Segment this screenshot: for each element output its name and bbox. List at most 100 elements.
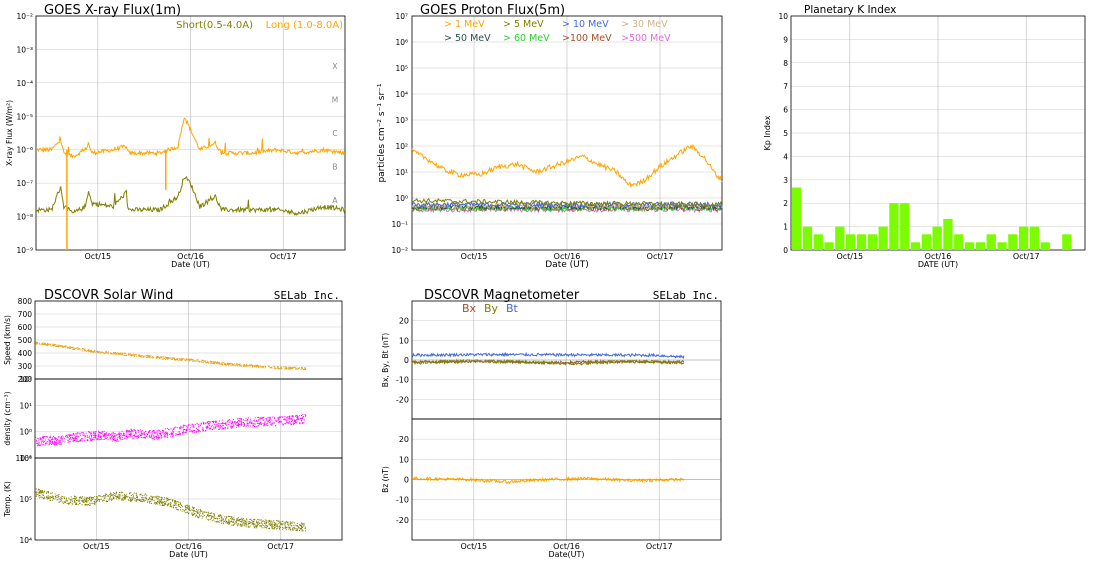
data-point xyxy=(181,510,183,512)
flare-class-label: B xyxy=(332,162,337,171)
data-point xyxy=(162,505,164,506)
data-point xyxy=(54,344,56,346)
data-point xyxy=(134,429,136,431)
data-point xyxy=(149,497,151,499)
data-point xyxy=(227,362,229,364)
data-point xyxy=(44,343,46,345)
data-point xyxy=(240,418,242,420)
data-point xyxy=(179,427,180,429)
data-point xyxy=(65,501,67,503)
data-point xyxy=(266,423,268,425)
data-point xyxy=(89,502,91,504)
kp-bar xyxy=(889,203,899,250)
data-point xyxy=(54,345,55,346)
y-tick-label: 10⁴ xyxy=(19,536,32,545)
data-point xyxy=(55,441,57,443)
data-point xyxy=(269,367,271,369)
data-point xyxy=(275,525,277,527)
data-point xyxy=(244,365,246,367)
data-point xyxy=(103,352,105,354)
data-point xyxy=(278,417,280,419)
data-point xyxy=(152,499,154,501)
data-point xyxy=(143,498,145,500)
data-point xyxy=(164,435,166,437)
data-point xyxy=(156,436,158,438)
data-point xyxy=(279,525,281,527)
data-point xyxy=(65,436,67,437)
data-point xyxy=(82,438,84,440)
data-point xyxy=(156,356,158,358)
data-point xyxy=(84,434,86,436)
data-point xyxy=(103,495,105,496)
data-point xyxy=(241,521,243,523)
data-point xyxy=(207,360,209,362)
data-point xyxy=(158,430,160,432)
y-tick-label: 10⁻⁵ xyxy=(16,112,33,121)
data-point xyxy=(60,498,61,500)
data-point xyxy=(146,355,148,357)
data-point xyxy=(205,422,207,424)
data-point xyxy=(143,500,145,502)
data-point xyxy=(263,419,265,421)
data-point xyxy=(277,366,279,368)
data-point xyxy=(218,426,219,428)
data-point xyxy=(175,434,177,436)
data-point xyxy=(228,522,230,524)
data-point xyxy=(117,439,118,441)
data-point xyxy=(174,359,175,361)
data-point xyxy=(93,432,95,434)
data-point xyxy=(188,358,190,360)
data-point xyxy=(170,503,172,505)
data-point xyxy=(102,433,104,435)
data-point xyxy=(84,496,86,498)
data-point xyxy=(113,497,115,499)
data-point xyxy=(167,505,169,507)
data-point xyxy=(135,500,137,502)
data-point xyxy=(243,363,245,365)
data-point xyxy=(234,421,236,423)
data-point xyxy=(228,516,230,517)
data-point xyxy=(192,432,194,434)
data-point xyxy=(129,435,131,437)
data-point xyxy=(65,345,66,347)
data-point xyxy=(122,436,123,438)
data-point xyxy=(289,417,291,419)
data-point xyxy=(56,496,58,498)
data-point xyxy=(224,427,226,429)
data-point xyxy=(125,433,127,435)
data-point xyxy=(108,433,109,435)
data-point xyxy=(51,344,53,346)
series-line-proton xyxy=(411,204,723,213)
data-point xyxy=(93,501,95,503)
data-point xyxy=(295,524,297,526)
data-point xyxy=(112,496,114,498)
data-point xyxy=(38,444,40,446)
data-point xyxy=(218,424,220,426)
data-point xyxy=(144,355,146,357)
data-point xyxy=(122,497,124,499)
data-point xyxy=(49,437,51,439)
data-point xyxy=(264,519,266,521)
data-point xyxy=(160,437,162,439)
data-point xyxy=(238,423,240,425)
data-point xyxy=(217,361,219,363)
legend-item: Bx xyxy=(462,302,477,315)
data-point xyxy=(127,430,129,431)
data-point xyxy=(163,430,165,432)
data-point xyxy=(90,502,92,504)
data-point xyxy=(218,422,220,424)
data-point xyxy=(208,428,210,430)
data-point xyxy=(139,354,141,356)
data-point xyxy=(35,436,37,438)
data-point xyxy=(81,431,83,433)
y-tick-label: 10² xyxy=(19,375,32,384)
data-point xyxy=(151,356,153,358)
data-point xyxy=(102,435,104,437)
data-point xyxy=(50,442,52,444)
data-point xyxy=(265,526,267,528)
data-point xyxy=(73,437,75,439)
data-point xyxy=(176,427,178,429)
data-point xyxy=(217,428,219,430)
data-point xyxy=(76,435,78,437)
data-point xyxy=(287,524,289,526)
